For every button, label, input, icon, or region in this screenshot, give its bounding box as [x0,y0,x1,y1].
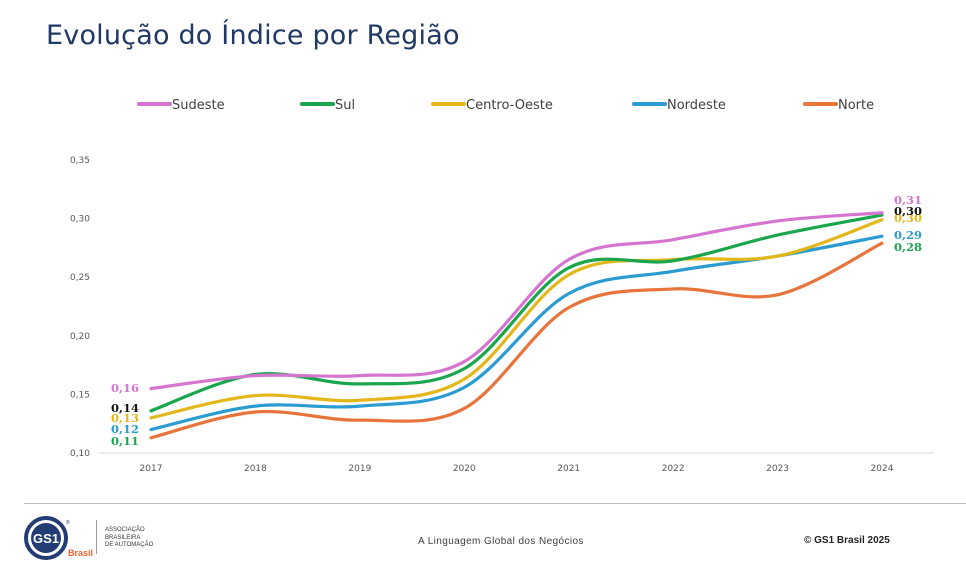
legend-label: Sudeste [172,98,225,113]
data-labels: 0,16 0,31 0,11 0,28 0,13 0,30 0,12 0,29 0,14 0,30 [111,193,922,448]
legend-label: Norte [838,98,874,113]
x-tick-label: 2019 [348,464,371,474]
footer-divider [24,503,966,504]
data-label-start: 0,14 [111,401,139,415]
data-label-start: 0,13 [111,411,139,425]
line-chart: Sudeste Sul Centro-Oeste Nordeste Norte 0,10… [70,98,934,474]
legend-label: Centro-Oeste [466,98,553,113]
x-tick-label: 2022 [662,464,685,474]
gs1-logo-icon: GS1 ® [24,516,70,560]
data-label-end: 0,30 [894,211,922,225]
x-axis: 2017 2018 2019 2020 2021 2022 2023 2024 [140,464,894,474]
legend-label: Sul [335,98,355,113]
y-tick-label: 0,30 [70,215,90,225]
footer-tagline: A Linguagem Global dos Negócios [418,536,584,547]
legend-label: Nordeste [667,98,726,113]
footer-copyright: © GS1 Brasil 2025 [804,535,890,546]
data-label-end: 0,30 [894,204,922,218]
series-line-norte [149,241,884,440]
y-tick-label: 0,35 [70,156,90,166]
y-tick-label: 0,20 [70,332,90,342]
page-title: Evolução do Índice por Região [46,20,460,51]
data-label-start: 0,16 [111,381,139,395]
data-label-start: 0,12 [111,422,139,436]
association-line: BRASILEIRA [105,534,141,541]
data-label-end: 0,29 [894,228,922,242]
x-tick-label: 2021 [557,464,580,474]
logo-separator [96,520,97,554]
series-lines [149,211,884,440]
data-label-end: 0,31 [894,193,922,207]
association-line: DE AUTOMAÇÃO [105,542,154,548]
logo-mark-text: GS1 [33,531,59,546]
data-label-start: 0,11 [111,434,139,448]
series-line-centro-oeste [149,218,884,420]
data-label-end: 0,28 [894,240,922,254]
x-tick-label: 2023 [766,464,789,474]
series-line-sudeste [149,211,884,391]
x-tick-label: 2017 [140,464,163,474]
association-name: ASSOCIAÇÃO BRASILEIRA DE AUTOMAÇÃO [105,527,175,550]
y-tick-label: 0,10 [70,449,90,459]
y-axis: 0,10 0,15 0,20 0,25 0,30 0,35 [70,156,90,459]
logo-registered-mark: ® [66,519,70,526]
y-tick-label: 0,25 [70,273,90,283]
association-line: ASSOCIAÇÃO [105,527,145,533]
x-tick-label: 2020 [453,464,476,474]
chart-legend: Sudeste Sul Centro-Oeste Nordeste Norte [137,98,874,113]
logo-country: Brasil [68,548,94,558]
series-line-nordeste [149,234,884,432]
y-tick-label: 0,15 [70,390,90,400]
x-tick-label: 2018 [244,464,267,474]
x-tick-label: 2024 [871,464,894,474]
